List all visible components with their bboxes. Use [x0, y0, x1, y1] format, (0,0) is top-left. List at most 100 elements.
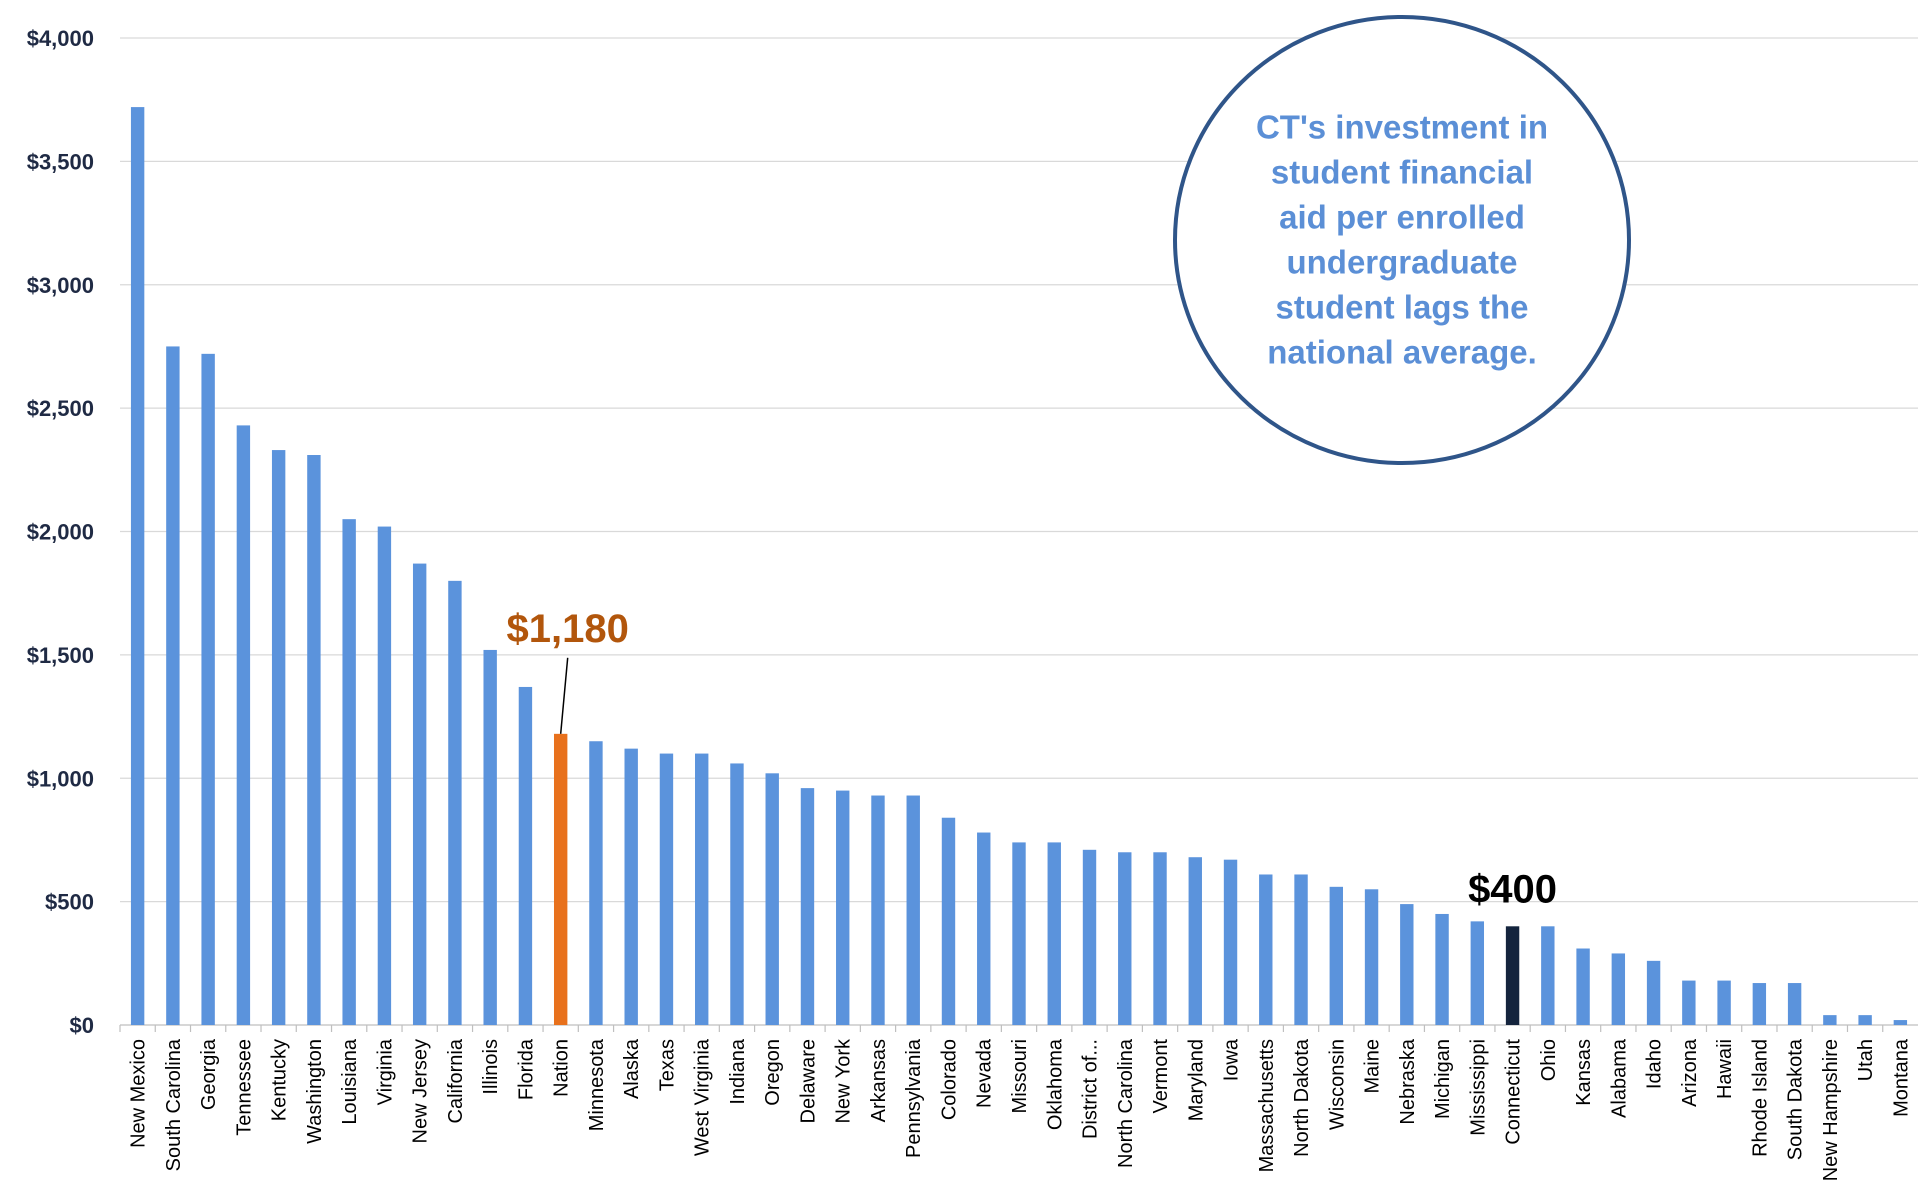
bar	[1223, 859, 1238, 1025]
y-tick-label: $1,500	[27, 643, 94, 668]
bar	[307, 455, 321, 1025]
bar	[1400, 904, 1414, 1025]
x-tick-label: Nevada	[974, 1038, 996, 1108]
x-tick-label: Maine	[1362, 1039, 1384, 1093]
x-tick-label: North Dakota	[1291, 1038, 1313, 1157]
x-tick-label: Tennessee	[233, 1039, 255, 1136]
bar	[1823, 1015, 1837, 1025]
x-tick-label: Wisconsin	[1326, 1039, 1348, 1130]
x-tick-label: Illinois	[480, 1039, 502, 1095]
callouts: $1,180 $400	[507, 607, 1558, 911]
x-tick-label: Washington	[304, 1039, 326, 1144]
bar	[518, 686, 533, 1025]
bar	[1329, 886, 1343, 1025]
bar	[553, 733, 568, 1025]
annotation-text-line: CT's investment in	[1256, 109, 1548, 146]
x-tick-label: Maryland	[1185, 1039, 1207, 1121]
y-tick-label: $2,000	[27, 520, 94, 545]
x-tick-label: Mississippi	[1467, 1039, 1489, 1136]
x-tick-label: Michigan	[1432, 1039, 1454, 1119]
bar	[1259, 874, 1273, 1025]
annotation-text-line: student financial	[1271, 154, 1533, 191]
bar	[1576, 948, 1590, 1025]
y-tick-label: $1,000	[27, 766, 94, 791]
x-tick-label: Georgia	[198, 1038, 220, 1110]
annotation-circle-shape	[1173, 15, 1631, 465]
x-axis-labels: New Mexico South Carolina Georgia Tennessee…	[128, 1038, 1913, 1181]
x-tick-label: Minnesota	[586, 1038, 608, 1131]
bar	[1752, 983, 1767, 1025]
bar	[941, 817, 956, 1025]
x-tick-label: North Carolina	[1115, 1038, 1137, 1168]
bar	[1047, 842, 1061, 1025]
x-tick-label: New Mexico	[128, 1039, 150, 1148]
bar	[1294, 874, 1308, 1025]
y-tick-label: $3,500	[27, 149, 94, 174]
x-tick-label: Kansas	[1573, 1039, 1595, 1106]
x-tick-label: Arkansas	[868, 1039, 890, 1122]
x-tick-label: Rhode Island	[1749, 1039, 1771, 1157]
bar	[1153, 852, 1167, 1025]
bar	[977, 832, 991, 1025]
x-tick-label: Kentucky	[269, 1039, 291, 1121]
bar	[1082, 849, 1097, 1025]
x-tick-label: Alaska	[621, 1038, 643, 1099]
bar	[1118, 852, 1132, 1025]
bar	[342, 519, 356, 1025]
x-tick-label: Texas	[656, 1039, 678, 1091]
bar	[1717, 980, 1731, 1025]
x-tick-label: Delaware	[797, 1039, 819, 1123]
x-tick-label: Virginia	[374, 1038, 396, 1105]
x-tick-label: Oregon	[762, 1039, 784, 1106]
bar	[1188, 857, 1202, 1025]
bar	[1505, 926, 1520, 1025]
bars	[119, 107, 1908, 1032]
x-tick-label: Colorado	[938, 1039, 960, 1120]
bar	[1012, 842, 1026, 1025]
bar	[412, 563, 427, 1025]
y-tick-label: $500	[45, 890, 94, 915]
x-tick-label: South Dakota	[1785, 1038, 1807, 1160]
bar	[1787, 983, 1802, 1025]
bar	[730, 763, 744, 1025]
bar	[659, 753, 674, 1025]
x-tick-label: Nation	[551, 1039, 573, 1097]
bar	[377, 526, 392, 1025]
y-tick-label: $0	[70, 1013, 94, 1038]
y-tick-label: $4,000	[27, 26, 94, 51]
x-tick-label: Ohio	[1538, 1039, 1560, 1081]
bar	[1435, 913, 1449, 1025]
bar	[1611, 953, 1626, 1025]
x-tick-label: Vermont	[1150, 1039, 1172, 1114]
annotation-text-line: national average.	[1267, 334, 1537, 371]
leader-line	[559, 657, 569, 734]
x-tick-label: Alabama	[1608, 1038, 1630, 1118]
bar	[201, 353, 215, 1026]
y-axis-ticks: $0 $500 $1,000 $1,500 $2,000 $2,500 $3,000 $3,5…	[27, 26, 94, 1038]
bar	[271, 450, 286, 1025]
x-tick-label: West Virginia	[692, 1038, 714, 1156]
bar	[130, 107, 145, 1026]
x-tick-label: Montana	[1890, 1038, 1912, 1117]
bar	[1858, 1015, 1872, 1025]
bar	[236, 425, 251, 1026]
bar	[1682, 980, 1696, 1025]
bar	[836, 790, 850, 1025]
x-tick-label: California	[445, 1038, 467, 1123]
x-tick-label: South Carolina	[163, 1038, 185, 1171]
bar	[589, 741, 603, 1025]
x-tick-label: Oklahoma	[1044, 1038, 1066, 1130]
y-tick-label: $3,000	[27, 273, 94, 298]
annotation-text-line: undergraduate	[1286, 244, 1517, 281]
bar	[1470, 921, 1485, 1025]
x-tick-label: Florida	[515, 1038, 537, 1100]
bar	[800, 788, 815, 1025]
bar	[1541, 926, 1555, 1025]
x-tick-label: Arizona	[1679, 1038, 1701, 1107]
bar	[906, 795, 920, 1025]
x-tick-label: District of...	[1080, 1039, 1102, 1139]
x-tick-label: New Jersey	[410, 1039, 432, 1143]
x-tick-label: New York	[833, 1038, 855, 1123]
x-tick-label: Massachusetts	[1256, 1039, 1278, 1172]
